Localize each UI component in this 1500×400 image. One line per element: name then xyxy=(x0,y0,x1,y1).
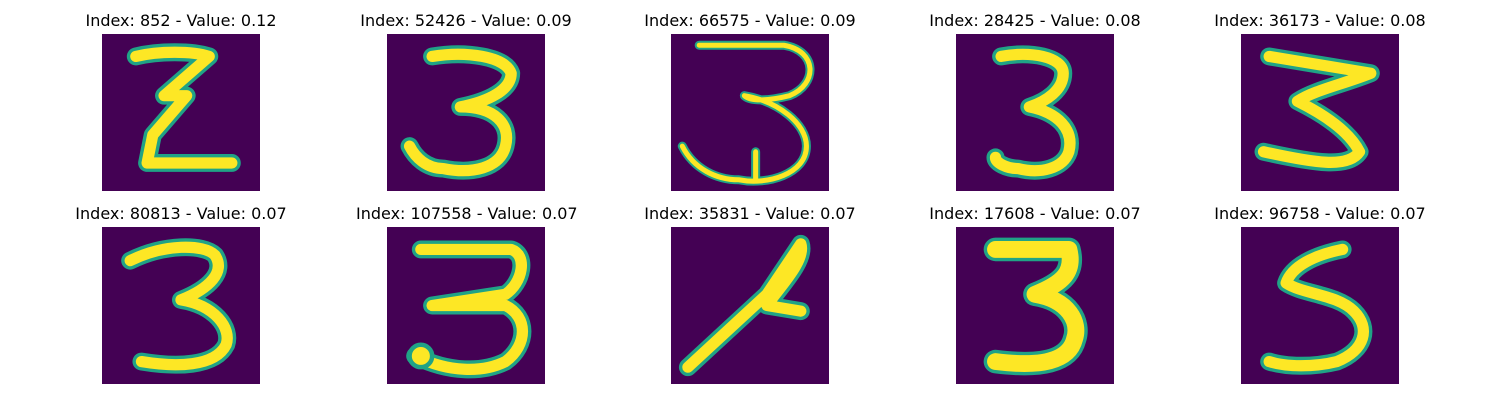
panel-title: Index: 36173 - Value: 0.08 xyxy=(1214,11,1426,30)
panel-1: Index: 852 - Value: 0.12 xyxy=(71,10,291,200)
panel-10: Index: 96758 - Value: 0.07 xyxy=(1210,203,1430,393)
panel-title: Index: 852 - Value: 0.12 xyxy=(85,11,277,30)
panel-title: Index: 107558 - Value: 0.07 xyxy=(356,204,578,223)
panel-title: Index: 35831 - Value: 0.07 xyxy=(644,204,856,223)
panel-2: Index: 52426 - Value: 0.09 xyxy=(356,10,576,200)
digit-image xyxy=(102,227,260,384)
panel-4: Index: 28425 - Value: 0.08 xyxy=(925,10,1145,200)
digit-image xyxy=(1241,227,1399,384)
panel-title: Index: 28425 - Value: 0.08 xyxy=(929,11,1141,30)
panel-8: Index: 35831 - Value: 0.07 xyxy=(640,203,860,393)
digit-image xyxy=(956,34,1114,191)
digit-image xyxy=(671,227,829,384)
digit-image xyxy=(671,34,829,191)
panel-9: Index: 17608 - Value: 0.07 xyxy=(925,203,1145,393)
panel-title: Index: 17608 - Value: 0.07 xyxy=(929,204,1141,223)
digit-image xyxy=(102,34,260,191)
digit-image xyxy=(956,227,1114,384)
panel-3: Index: 66575 - Value: 0.09 xyxy=(640,10,860,200)
panel-title: Index: 52426 - Value: 0.09 xyxy=(360,11,572,30)
panel-title: Index: 96758 - Value: 0.07 xyxy=(1214,204,1426,223)
panel-6: Index: 80813 - Value: 0.07 xyxy=(71,203,291,393)
panel-5: Index: 36173 - Value: 0.08 xyxy=(1210,10,1430,200)
digit-image xyxy=(387,34,545,191)
panel-title: Index: 80813 - Value: 0.07 xyxy=(75,204,287,223)
digit-image xyxy=(1241,34,1399,191)
panel-title: Index: 66575 - Value: 0.09 xyxy=(644,11,856,30)
panel-7: Index: 107558 - Value: 0.07 xyxy=(356,203,578,393)
digit-image xyxy=(387,227,545,384)
